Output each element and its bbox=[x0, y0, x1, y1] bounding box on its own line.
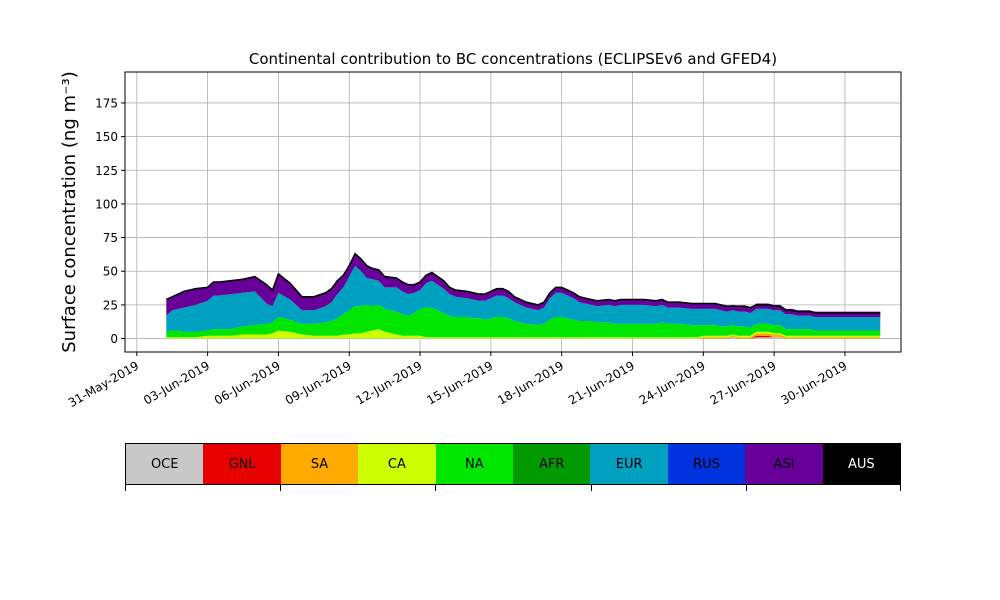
y-tick-label: 75 bbox=[103, 231, 118, 245]
legend-item-aus: AUS bbox=[822, 444, 901, 484]
y-axis-ticks: 0 25 50 75 100 125 150 175 bbox=[95, 96, 125, 346]
colorbar-tick-mark bbox=[280, 485, 282, 491]
x-tick-label: 12-Jun-2019 bbox=[354, 358, 425, 407]
y-tick-label: 150 bbox=[95, 130, 118, 144]
legend-item-oce: OCE bbox=[126, 444, 204, 484]
legend-item-asi: ASI bbox=[745, 444, 823, 484]
x-tick-label: 30-Jun-2019 bbox=[778, 358, 849, 407]
y-tick-label: 25 bbox=[103, 298, 118, 312]
legend-item-eur: EUR bbox=[590, 444, 668, 484]
x-axis-ticks: 31-May-2019 03-Jun-2019 06-Jun-2019 09-Jun-… bbox=[66, 352, 849, 410]
area-asi bbox=[166, 253, 881, 317]
colorbar-tick-mark bbox=[590, 485, 592, 491]
plot-frame bbox=[124, 71, 902, 353]
y-tick-label: 125 bbox=[95, 164, 118, 178]
legend-item-ca: CA bbox=[358, 444, 436, 484]
colorbar-legend: OCE GNL SA CA NA AFR EUR RUS ASI AUS bbox=[125, 443, 901, 485]
x-tick-label: 21-Jun-2019 bbox=[566, 358, 637, 407]
x-tick-label: 15-Jun-2019 bbox=[424, 358, 495, 407]
colorbar-tick-mark bbox=[435, 485, 437, 491]
colorbar-ticks bbox=[125, 485, 901, 493]
y-tick-label: 100 bbox=[95, 197, 118, 211]
total-outline bbox=[165, 252, 881, 314]
x-tick-label: 18-Jun-2019 bbox=[495, 358, 566, 407]
x-tick-label: 27-Jun-2019 bbox=[708, 358, 779, 407]
x-tick-label: 24-Jun-2019 bbox=[637, 358, 708, 407]
x-tick-label: 09-Jun-2019 bbox=[283, 358, 354, 407]
area-ca bbox=[166, 329, 881, 339]
legend-item-afr: AFR bbox=[513, 444, 591, 484]
y-tick-label: 0 bbox=[110, 332, 118, 346]
x-tick-label: 31-May-2019 bbox=[66, 358, 141, 410]
colorbar-tick-mark bbox=[745, 485, 747, 491]
x-tick-label: 03-Jun-2019 bbox=[141, 358, 212, 407]
colorbar-tick-mark bbox=[125, 485, 126, 491]
area-na bbox=[166, 304, 881, 338]
legend-item-na: NA bbox=[435, 444, 514, 484]
total-line bbox=[165, 252, 881, 314]
area-sa bbox=[166, 333, 881, 339]
legend-item-rus: RUS bbox=[667, 444, 746, 484]
area-eur bbox=[166, 265, 881, 332]
legend-item-sa: SA bbox=[280, 444, 359, 484]
y-tick-label: 50 bbox=[103, 265, 118, 279]
x-tick-label: 06-Jun-2019 bbox=[212, 358, 283, 407]
colorbar-tick-mark bbox=[900, 485, 901, 491]
chart-title: Continental contribution to BC concentra… bbox=[249, 50, 777, 68]
stacked-areas bbox=[166, 253, 881, 339]
y-axis-label: Surface concentration (ng m⁻³) bbox=[59, 71, 80, 353]
legend-item-gnl: GNL bbox=[203, 444, 281, 484]
y-tick-label: 175 bbox=[95, 96, 118, 110]
